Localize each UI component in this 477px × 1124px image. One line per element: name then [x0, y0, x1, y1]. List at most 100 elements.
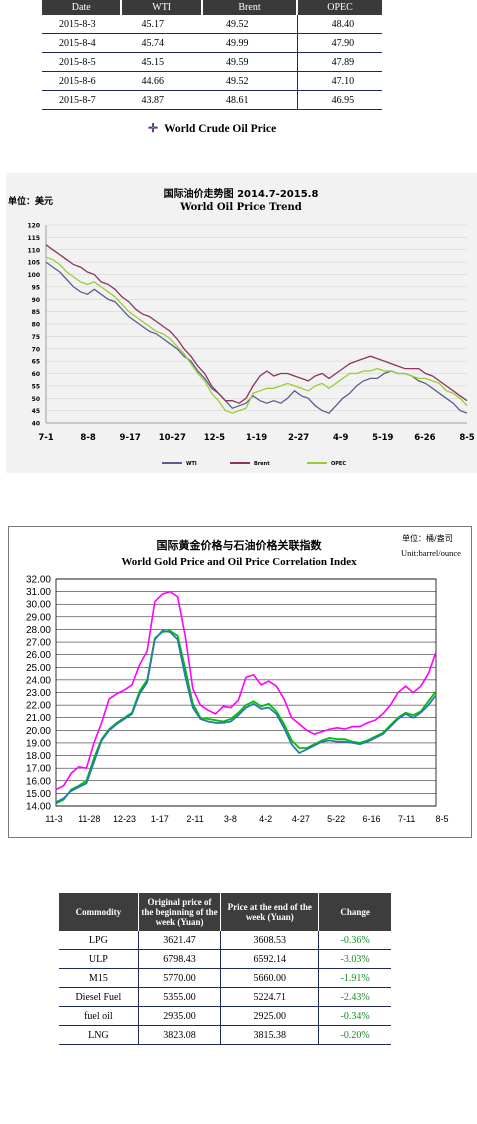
- table-row: fuel oil 2935.00 2925.00 -0.34%: [59, 1006, 391, 1026]
- table-cell: 2935.00: [138, 1006, 222, 1026]
- series-line-brent: [45, 244, 468, 404]
- gold-oil-correlation-chart: 国际黄金价格与石油价格关联指数 World Gold Price and Oil …: [8, 526, 472, 838]
- x-tick-label: 2-27: [288, 433, 309, 443]
- table-cell: 49.52: [201, 71, 298, 91]
- x-tick-label: 2-11: [186, 814, 203, 824]
- table-row: Diesel Fuel 5355.00 5224.71 -2.43%: [59, 987, 391, 1007]
- y-tick-label: 50: [32, 396, 40, 403]
- x-tick-label: 5-19: [372, 433, 393, 443]
- table-cell: 49.59: [201, 52, 298, 72]
- y-tick-label: 26.00: [26, 650, 51, 661]
- table-cell: Diesel Fuel: [59, 987, 139, 1007]
- table-cell: M15: [59, 968, 139, 988]
- commodity-price-table: Commodity Original price of the beginnin…: [59, 893, 391, 1045]
- table-body: LPG 3621.47 3608.53 -0.36% ULP 6798.43 6592.14…: [59, 931, 391, 1045]
- unit-label-english: Unit:barrel/ounce: [401, 548, 461, 558]
- table-cell: 5224.71: [220, 987, 320, 1007]
- table-cell: 2015-8-7: [42, 90, 122, 110]
- x-tick-label: 10-27: [159, 433, 186, 443]
- x-tick-label: 4-9: [333, 433, 348, 443]
- x-tick-label: 7-1: [38, 433, 53, 443]
- table-cell: 2015-8-4: [42, 33, 122, 53]
- y-tick-label: 20.00: [26, 726, 51, 737]
- table-cell: 47.90: [297, 33, 382, 53]
- table-cell: 2015-8-3: [42, 15, 122, 34]
- table-cell: 47.10: [297, 71, 382, 91]
- table-cell: 48.40: [297, 15, 382, 34]
- oil-price-trend-chart: 国际油价走势图 2014.7-2015.8 World Oil Price Tre…: [6, 173, 477, 473]
- series-line-blue: [55, 629, 437, 804]
- y-tick-label: 40: [32, 421, 40, 428]
- y-tick-label: 23.00: [26, 688, 51, 699]
- x-tick-label: 4-2: [259, 814, 272, 824]
- table-header-row: Commodity Original price of the beginnin…: [59, 893, 391, 931]
- table-cell: 43.87: [121, 90, 202, 110]
- table-cell: -0.34%: [318, 1006, 391, 1026]
- table-cell: 45.74: [121, 33, 202, 53]
- table-cell: -2.43%: [318, 987, 391, 1007]
- x-tick-label: 11-28: [78, 814, 100, 824]
- y-tick-label: 105: [27, 260, 40, 267]
- y-tick-label: 18.00: [26, 751, 51, 762]
- unit-label: 单位：桶/盎司: [402, 533, 453, 543]
- table-cell: 44.66: [121, 71, 202, 91]
- unit-label: 单位：美元: [8, 195, 53, 207]
- y-tick-label: 16.00: [26, 776, 51, 787]
- y-tick-label: 29.00: [26, 612, 51, 623]
- y-tick-label: 28.00: [26, 625, 51, 636]
- x-tick-label: 6-26: [414, 433, 435, 443]
- table-cell: 5660.00: [220, 968, 320, 988]
- y-tick-label: 115: [27, 235, 40, 242]
- y-tick-label: 80: [32, 322, 40, 329]
- x-tick-label: 4-27: [292, 814, 310, 824]
- y-tick-label: 65: [32, 359, 40, 366]
- table-row: LPG 3621.47 3608.53 -0.36%: [59, 931, 391, 950]
- series-line-magenta: [55, 590, 437, 791]
- table-cell: 48.61: [201, 90, 298, 110]
- x-tick-label: 8-8: [80, 433, 95, 443]
- legend-label: World Crude Oil Price: [164, 123, 277, 135]
- y-tick-label: 120: [27, 223, 40, 230]
- x-tick-label: 5-22: [327, 814, 345, 824]
- column-header: Price at the end of the week (Yuan): [220, 893, 319, 931]
- table-body: 2015-8-3 45.17 49.52 48.40 2015-8-4 45.74 49.9…: [42, 15, 382, 110]
- y-tick-label: 15.00: [26, 789, 51, 800]
- y-tick-label: 100: [27, 272, 40, 279]
- y-tick-label: 17.00: [26, 764, 51, 775]
- table-cell: 2015-8-5: [42, 52, 122, 72]
- table-row: M15 5770.00 5660.00 -1.91%: [59, 968, 391, 988]
- column-header: Original price of the beginning of the w…: [137, 893, 221, 931]
- table-cell: 2925.00: [220, 1006, 320, 1026]
- table-header-row: Date WTI Brent OPEC: [42, 0, 382, 15]
- y-tick-label: 95: [32, 284, 40, 291]
- y-tick-label: 25.00: [26, 663, 51, 674]
- table-row: 2015-8-7 43.87 48.61 46.95: [42, 90, 382, 110]
- x-tick-label: 8-5: [459, 433, 474, 443]
- column-header: Date: [42, 0, 122, 15]
- series-line-opec: [45, 256, 468, 414]
- column-header: Commodity: [59, 893, 139, 931]
- x-tick-label: 11-3: [45, 814, 62, 824]
- y-tick-label: 30.00: [26, 600, 51, 611]
- legend-label: OPEC: [331, 461, 346, 467]
- legend-marker-icon: ✛: [148, 121, 159, 135]
- table-cell: 49.99: [201, 33, 298, 53]
- x-tick-label: 12-5: [204, 433, 225, 443]
- y-tick-label: 55: [32, 383, 40, 390]
- legend-label: WTI: [186, 461, 197, 467]
- y-tick-label: 14.00: [26, 802, 51, 813]
- chart-title: 国际油价走势图 2014.7-2015.8: [164, 187, 319, 200]
- legend-label: Brent: [254, 461, 270, 467]
- table-cell: 49.52: [201, 15, 298, 34]
- table-cell: -0.36%: [318, 931, 391, 950]
- y-tick-label: 22.00: [26, 701, 51, 712]
- oil-price-trend-svg: 国际油价走势图 2014.7-2015.8 World Oil Price Tre…: [8, 187, 475, 467]
- chart-subtitle: World Oil Price Trend: [179, 202, 302, 213]
- x-tick-label: 6-16: [362, 814, 380, 824]
- gold-oil-correlation-svg: 国际黄金价格与石油价格关联指数 World Gold Price and Oil …: [26, 533, 461, 824]
- table-row: 2015-8-3 45.17 49.52 48.40: [42, 15, 382, 34]
- y-tick-label: 32.00: [26, 575, 51, 586]
- table-cell: 5770.00: [138, 968, 222, 988]
- table-cell: 6798.43: [138, 949, 222, 969]
- series-line-green: [55, 629, 437, 805]
